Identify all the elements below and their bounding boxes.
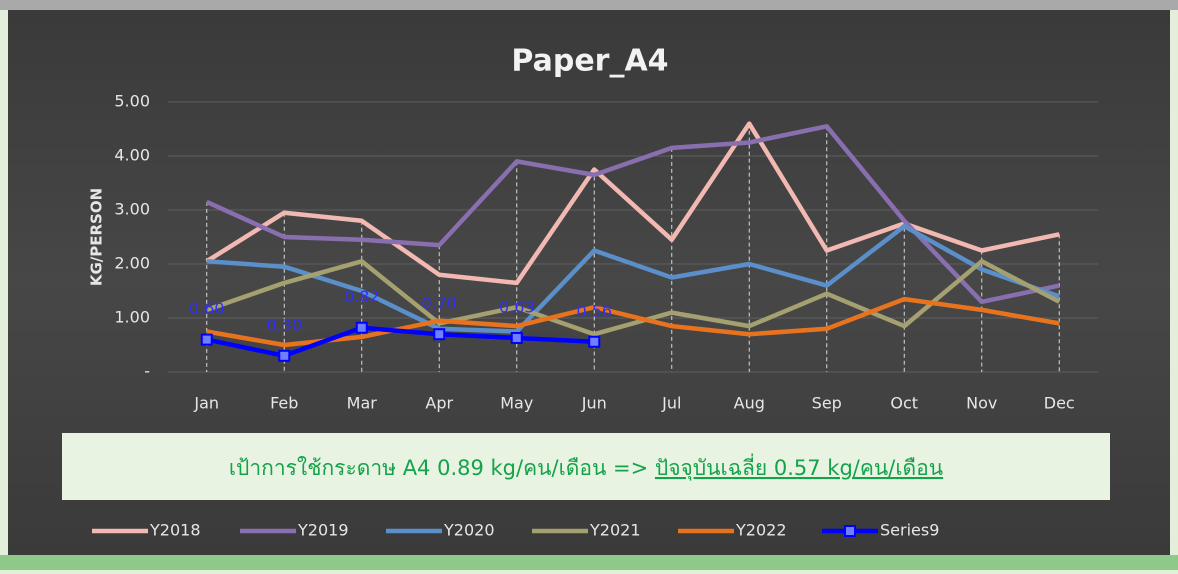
annotation-underlined: ปัจจุบันเฉลี่ย 0.57 kg/คน/เดือน [655, 453, 943, 481]
legend-label: Series9 [880, 521, 939, 540]
series-line [206, 325, 595, 359]
marker [588, 335, 601, 348]
legend-label: Y2018 [149, 521, 201, 540]
marker [355, 321, 368, 334]
annotation-box [62, 433, 1110, 500]
x-tick-label: Apr [425, 394, 453, 413]
y-tick-label: - [144, 362, 150, 381]
chart-title: Paper_A4 [511, 44, 668, 79]
x-tick-label: Oct [890, 394, 918, 413]
x-tick-label: Jun [581, 394, 607, 413]
marker [278, 349, 291, 362]
x-tick-label: Aug [734, 394, 765, 413]
legend-label: Y2022 [735, 521, 787, 540]
y-tick-label: 2.00 [114, 254, 150, 273]
x-tick-label: Nov [966, 394, 997, 413]
x-tick-label: Jul [661, 394, 681, 413]
y-tick-label: 3.00 [114, 200, 150, 219]
data-label: 0.70 [421, 294, 457, 313]
legend-label: Y2020 [443, 521, 495, 540]
series-line [206, 296, 1060, 348]
data-label: 0.56 [576, 301, 612, 320]
top-bar [0, 0, 1178, 10]
annotation: เป้าการใช้กระดาษ A4 0.89 kg/คน/เดือน => … [229, 453, 943, 481]
x-tick-label: Dec [1044, 394, 1075, 413]
legend-marker [844, 525, 856, 537]
x-tick-label: Mar [347, 394, 378, 413]
x-tick-label: Jan [193, 394, 219, 413]
y-tick-label: 4.00 [114, 146, 150, 165]
y-tick-label: 1.00 [114, 308, 150, 327]
series-line [205, 121, 1060, 286]
marker [200, 333, 213, 346]
y-axis-label: KG/PERSON [88, 188, 106, 286]
legend-label: Y2021 [589, 521, 641, 540]
annotation-text: เป้าการใช้กระดาษ A4 0.89 kg/คน/เดือน => [229, 456, 655, 480]
marker [433, 328, 446, 341]
x-tick-label: Sep [812, 394, 842, 413]
x-tick-label: Feb [270, 394, 298, 413]
data-label: 0.30 [266, 315, 302, 334]
bottom-bar [0, 555, 1178, 570]
data-label: 0.63 [499, 297, 535, 316]
data-label: 0.82 [344, 287, 380, 306]
marker [510, 331, 523, 344]
series-line [206, 223, 1060, 334]
series-line [206, 259, 1061, 337]
x-tick-label: May [500, 394, 533, 413]
y-tick-label: 5.00 [114, 92, 150, 111]
legend-label: Y2019 [297, 521, 349, 540]
data-label: 0.60 [189, 299, 225, 318]
